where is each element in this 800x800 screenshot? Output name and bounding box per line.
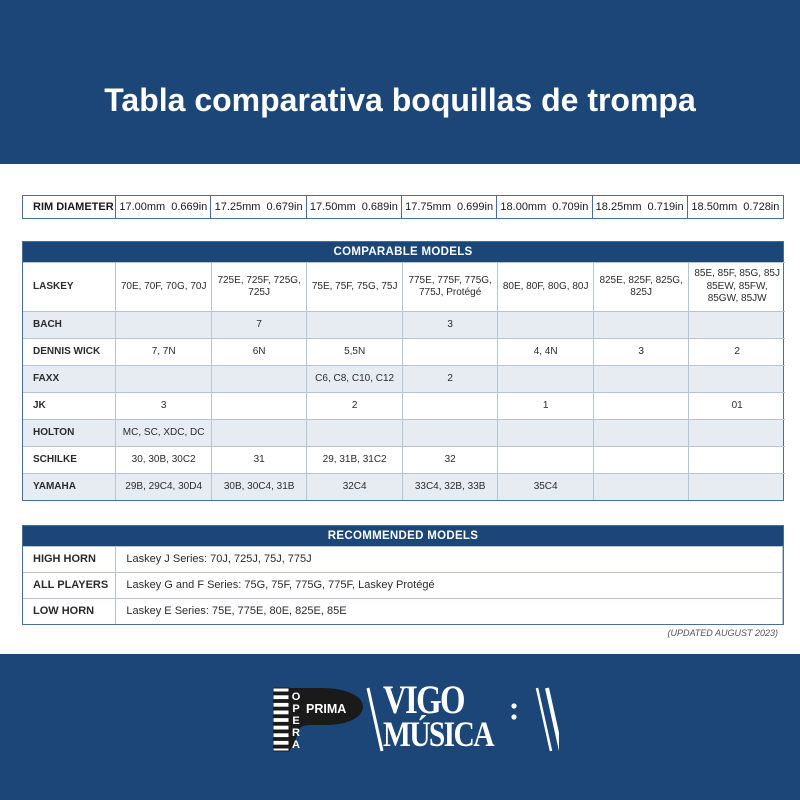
svg-text:PRIMA: PRIMA xyxy=(306,702,346,716)
svg-text:A: A xyxy=(292,739,300,751)
svg-text:R: R xyxy=(292,727,300,739)
svg-text:E: E xyxy=(292,715,299,727)
svg-text:P: P xyxy=(292,703,299,715)
svg-text:O: O xyxy=(292,691,301,703)
